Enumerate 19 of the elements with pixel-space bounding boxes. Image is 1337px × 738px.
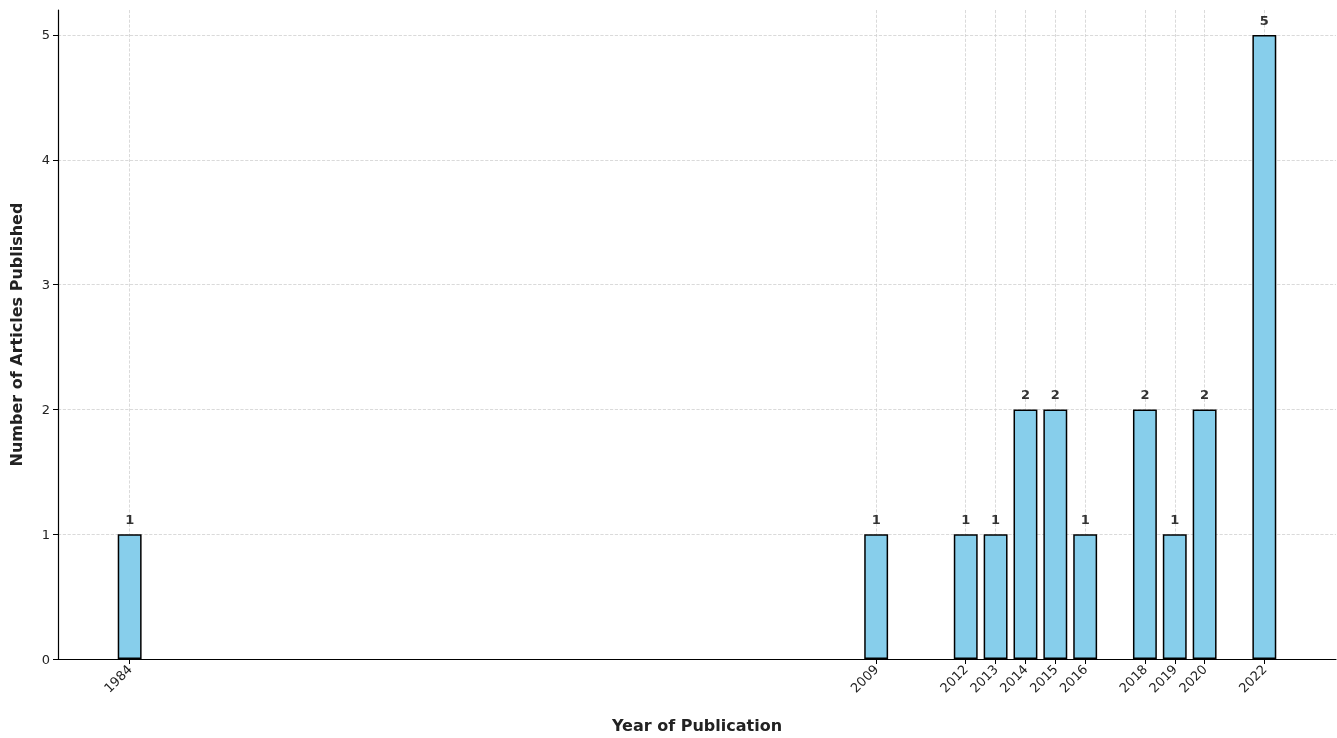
data-label: 5	[1259, 12, 1269, 28]
data-label: 1	[961, 512, 971, 528]
data-label: 1	[871, 512, 881, 528]
x-axis-title: Year of Publication	[610, 715, 783, 735]
data-label: 2	[1050, 387, 1060, 403]
y-tick-label: 3	[41, 277, 50, 293]
y-axis-title: Number of Articles Published	[6, 202, 26, 467]
data-label: 1	[991, 512, 1001, 528]
y-tick-label: 0	[41, 651, 50, 667]
y-tick-label: 2	[41, 401, 50, 417]
y-tick-label: 5	[41, 27, 50, 43]
data-label: 2	[1140, 387, 1150, 403]
data-label: 2	[1020, 387, 1030, 403]
data-label: 1	[125, 512, 135, 528]
y-tick-label: 4	[41, 152, 50, 168]
data-label: 2	[1200, 387, 1210, 403]
data-label: 1	[1170, 512, 1180, 528]
y-tick-label: 1	[41, 526, 50, 542]
data-label: 1	[1080, 512, 1090, 528]
